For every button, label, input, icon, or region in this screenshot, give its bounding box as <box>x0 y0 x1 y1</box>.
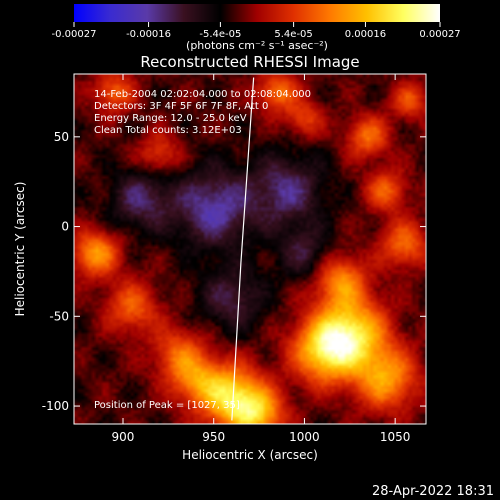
colorbar: -0.00027 -0.00016 -5.4e-05 5.4e-05 0.00016 0.… <box>52 4 461 52</box>
y-tick-label: -50 <box>49 309 69 323</box>
plot-frame <box>73 73 427 425</box>
x-tick-label: 1000 <box>289 430 320 444</box>
colorbar-tick-label: 5.4e-05 <box>274 29 312 40</box>
annotation-detectors: Detectors: 3F 4F 5F 6F 7F 8F, Att 0 <box>94 101 268 112</box>
heatmap-image <box>74 74 426 424</box>
annotation-clean-counts: Clean Total counts: 3.12E+03 <box>94 125 242 136</box>
peak-position-label: Position of Peak = [ <box>94 400 191 411</box>
x-tick-label: 1050 <box>380 430 411 444</box>
colorbar-tick-label: -0.00016 <box>126 29 171 40</box>
peak-position: Position of Peak = [1027, 35] <box>94 400 240 411</box>
colorbar-tick-label: -5.4e-05 <box>199 29 241 40</box>
y-tick-label: 50 <box>54 130 69 144</box>
y-tick-label: -100 <box>42 399 69 413</box>
annotation-time-range: 14-Feb-2004 02:02:04.000 to 02:08:04.000 <box>94 89 311 100</box>
x-axis-ticks: 900 950 1000 1050 <box>112 74 411 444</box>
solar-limb-line <box>231 77 255 421</box>
peak-position-value: 1027, 35] <box>191 400 240 411</box>
annotation-energy: Energy Range: 12.0 - 25.0 keV <box>94 113 247 124</box>
image-annotations: 14-Feb-2004 02:02:04.000 to 02:08:04.000… <box>94 89 311 136</box>
colorbar-gradient <box>74 4 440 22</box>
y-axis-label: Heliocentric Y (arcsec) <box>13 182 27 317</box>
colorbar-ticks: -0.00027 -0.00016 -5.4e-05 5.4e-05 0.00016 0.… <box>52 22 461 40</box>
x-axis-label: Heliocentric X (arcsec) <box>182 448 318 462</box>
x-tick-label: 950 <box>202 430 225 444</box>
x-tick-label: 900 <box>112 430 135 444</box>
colorbar-units: (photons cm⁻² s⁻¹ asec⁻²) <box>186 39 328 52</box>
chart-title: Reconstructed RHESSI Image <box>140 53 359 71</box>
colorbar-tick-label: 0.00027 <box>419 29 460 40</box>
y-axis-ticks: -100 -50 0 50 <box>42 130 426 413</box>
colorbar-tick-label: 0.00016 <box>345 29 386 40</box>
colorbar-tick-label: -0.00027 <box>52 29 97 40</box>
y-tick-label: 0 <box>61 220 69 234</box>
timestamp: 28-Apr-2022 18:31 <box>372 484 494 499</box>
